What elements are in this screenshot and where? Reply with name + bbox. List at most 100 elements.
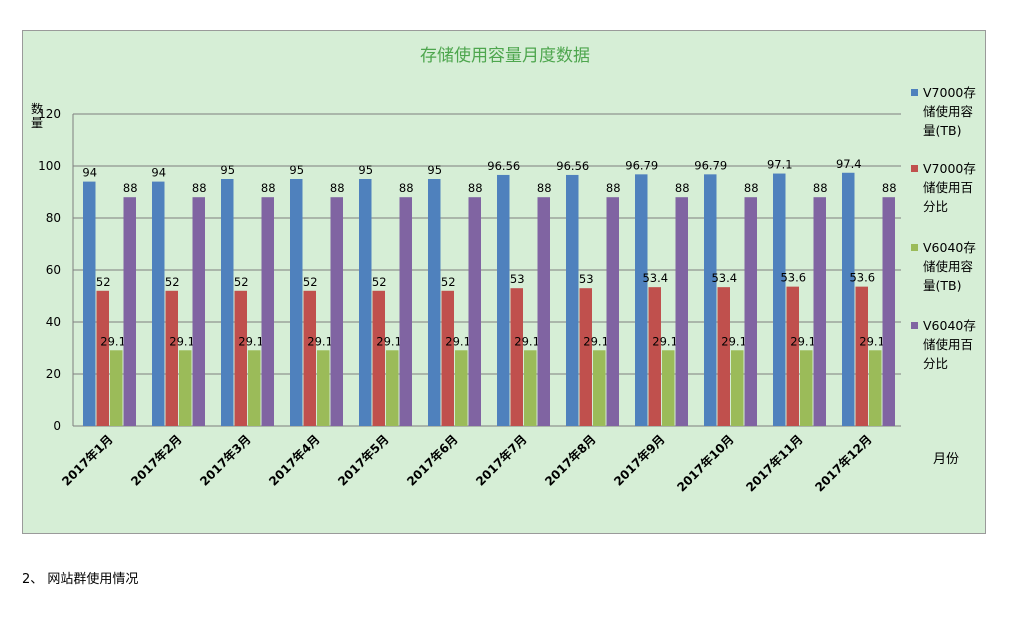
bar xyxy=(96,290,109,426)
data-label: 96.56 xyxy=(487,159,520,173)
bar xyxy=(497,174,510,426)
bar xyxy=(290,179,303,426)
bar xyxy=(537,197,550,426)
legend-swatch xyxy=(911,322,918,329)
bar xyxy=(165,290,178,426)
bar xyxy=(606,197,619,426)
bar xyxy=(221,179,234,426)
bar xyxy=(648,287,661,426)
data-label: 97.4 xyxy=(836,157,862,171)
bar xyxy=(869,350,882,426)
bar xyxy=(882,197,895,426)
data-label: 53 xyxy=(579,272,594,286)
x-tick-label: 2017年6月 xyxy=(404,432,461,489)
x-tick-label: 2017年1月 xyxy=(59,432,116,489)
bar xyxy=(359,179,372,426)
bar xyxy=(261,197,274,426)
data-label: 52 xyxy=(165,275,180,289)
data-label: 88 xyxy=(675,181,690,195)
data-label: 95 xyxy=(358,163,373,177)
bar xyxy=(593,350,606,426)
data-label: 88 xyxy=(468,181,483,195)
bar xyxy=(455,350,468,426)
legend-entry: V6040存储使用容量(TB) xyxy=(923,240,976,293)
bar xyxy=(704,174,717,426)
data-label: 53.6 xyxy=(780,271,806,285)
x-tick-label: 2017年2月 xyxy=(128,432,185,489)
data-label: 88 xyxy=(606,181,621,195)
data-label: 95 xyxy=(289,163,304,177)
bar xyxy=(855,286,868,426)
y-tick-label: 60 xyxy=(46,263,61,277)
x-tick-label: 2017年9月 xyxy=(611,432,668,489)
x-tick-label: 2017年3月 xyxy=(197,432,254,489)
bar xyxy=(179,350,192,426)
bar xyxy=(372,290,385,426)
data-label: 53.4 xyxy=(711,271,737,285)
bar xyxy=(123,197,136,426)
y-axis-label: 数量 xyxy=(31,101,43,130)
bar xyxy=(786,286,799,426)
y-tick-label: 100 xyxy=(38,159,61,173)
data-label: 94 xyxy=(82,166,97,180)
bar xyxy=(773,173,786,426)
data-label: 88 xyxy=(537,181,552,195)
x-tick-label: 2017年7月 xyxy=(473,432,530,489)
data-label: 97.1 xyxy=(767,158,793,172)
bar xyxy=(152,181,165,426)
bar xyxy=(744,197,757,426)
data-label: 96.79 xyxy=(694,158,727,172)
legend-entry: V7000存储使用容量(TB) xyxy=(923,85,976,138)
x-tick-label: 2017年5月 xyxy=(335,432,392,489)
bar xyxy=(842,172,855,426)
x-tick-label: 2017年4月 xyxy=(266,432,323,489)
bar xyxy=(468,197,481,426)
data-label: 52 xyxy=(96,275,111,289)
data-label: 94 xyxy=(151,166,166,180)
bar xyxy=(399,197,412,426)
bar xyxy=(441,290,454,426)
data-label: 52 xyxy=(234,275,249,289)
data-label: 88 xyxy=(399,181,414,195)
bar xyxy=(717,287,730,426)
section-caption: 2、 网站群使用情况 xyxy=(22,572,139,587)
data-label: 53.6 xyxy=(849,271,875,285)
y-tick-label: 80 xyxy=(46,211,61,225)
data-label: 88 xyxy=(261,181,276,195)
bar xyxy=(248,350,261,426)
legend-entry: V6040存储使用百分比 xyxy=(923,318,976,371)
bar xyxy=(428,179,441,426)
bar xyxy=(524,350,537,426)
bar xyxy=(731,350,744,426)
data-label: 88 xyxy=(330,181,345,195)
bar xyxy=(110,350,123,426)
data-label: 95 xyxy=(427,163,442,177)
data-label: 52 xyxy=(372,275,387,289)
data-label: 88 xyxy=(813,181,828,195)
chart-title: 存储使用容量月度数据 xyxy=(420,45,590,66)
legend-entry: V7000存储使用百分比 xyxy=(923,161,976,214)
bar xyxy=(566,174,579,426)
data-label: 53 xyxy=(510,272,525,286)
bar xyxy=(234,290,247,426)
bar xyxy=(510,288,523,426)
legend-swatch xyxy=(911,244,918,251)
y-tick-label: 0 xyxy=(53,419,61,433)
chart-frame: 存储使用容量月度数据 数量 0 20 40 60 80 100 120 94 94 95 95 95 95 9… xyxy=(22,30,986,534)
bar xyxy=(635,174,648,426)
legend-swatch xyxy=(911,89,918,96)
bar xyxy=(800,350,813,426)
bar xyxy=(675,197,688,426)
x-tick-label: 2017年12月 xyxy=(812,432,875,495)
data-label: 88 xyxy=(744,181,759,195)
bar xyxy=(813,197,826,426)
bar xyxy=(330,197,343,426)
bar xyxy=(192,197,205,426)
data-label: 53.4 xyxy=(642,271,668,285)
legend-swatch xyxy=(911,165,918,172)
y-tick-label: 20 xyxy=(46,367,61,381)
bar xyxy=(303,290,316,426)
x-axis-label: 月份 xyxy=(933,452,959,467)
data-label: 52 xyxy=(303,275,318,289)
